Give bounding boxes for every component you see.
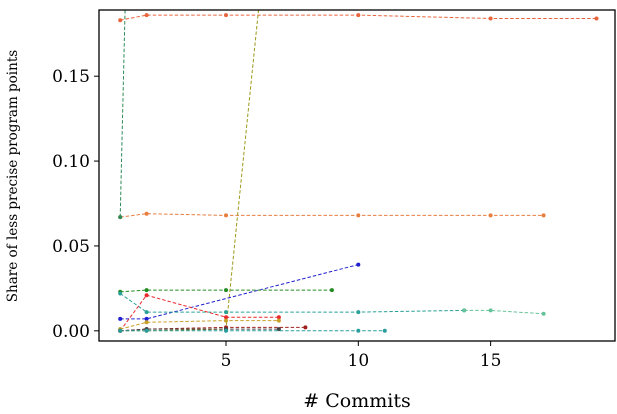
x-tick-label: 5 (221, 351, 232, 371)
data-point (144, 316, 149, 321)
data-point (356, 213, 361, 218)
data-point (224, 318, 228, 323)
data-point (144, 13, 149, 18)
data-point (276, 327, 281, 332)
x-axis: 5 10 15 (221, 341, 502, 371)
series-9 (118, 293, 281, 333)
data-point (356, 262, 361, 267)
data-point (462, 308, 467, 313)
plot-frame (98, 9, 616, 342)
series-1 (118, 13, 599, 23)
series-line (120, 289, 332, 293)
data-point (144, 293, 149, 298)
data-point (488, 213, 493, 218)
data-point (329, 288, 334, 293)
data-point (356, 328, 361, 333)
y-axis: 0.00 0.05 0.10 0.15 (52, 67, 99, 342)
x-tick-label: 10 (348, 351, 370, 371)
series-line (119, 10, 126, 218)
data-point (118, 215, 123, 220)
y-tick-label: 0.10 (52, 152, 90, 172)
data-point (118, 328, 123, 333)
series-line (120, 213, 544, 218)
series-6 (118, 288, 334, 294)
data-point (276, 315, 281, 320)
series-13 (118, 328, 387, 333)
series-line (120, 328, 279, 332)
series-line (120, 264, 359, 320)
y-tick-label: 0.05 (52, 237, 90, 257)
x-axis-label: # Commits (303, 390, 410, 412)
y-tick-label: 0.15 (52, 67, 90, 87)
data-point (118, 18, 123, 23)
data-point (594, 16, 599, 21)
series-7 (118, 291, 467, 315)
data-point (303, 325, 308, 330)
series-2 (118, 211, 546, 220)
series-line (119, 293, 465, 313)
series-3 (118, 10, 126, 220)
data-point (144, 211, 149, 216)
data-point (224, 310, 228, 315)
data-point (488, 16, 493, 21)
series-4 (118, 10, 259, 333)
data-point (118, 316, 123, 321)
y-axis-label: Share of less precise program points (5, 50, 21, 302)
data-point (488, 308, 493, 313)
series-layer (118, 10, 599, 333)
series-5 (118, 262, 361, 321)
data-point (144, 310, 149, 315)
series-line (120, 10, 259, 332)
data-point (356, 13, 361, 18)
series-line (119, 294, 279, 332)
data-point (144, 288, 149, 293)
data-point (382, 328, 387, 333)
series-line (120, 320, 279, 330)
data-point (118, 291, 123, 296)
data-point (224, 13, 228, 18)
data-point (144, 328, 149, 333)
series-8 (462, 308, 546, 316)
data-point (224, 328, 228, 333)
data-point (276, 318, 281, 323)
data-point (541, 311, 546, 316)
data-point (224, 213, 228, 218)
data-point (224, 315, 228, 320)
data-point (224, 288, 228, 293)
series-line (464, 309, 544, 315)
data-point (356, 310, 361, 315)
data-point (144, 320, 149, 325)
data-point (541, 213, 546, 218)
y-tick-label: 0.00 (52, 322, 90, 342)
x-tick-label: 15 (480, 351, 502, 371)
series-line (120, 14, 597, 21)
